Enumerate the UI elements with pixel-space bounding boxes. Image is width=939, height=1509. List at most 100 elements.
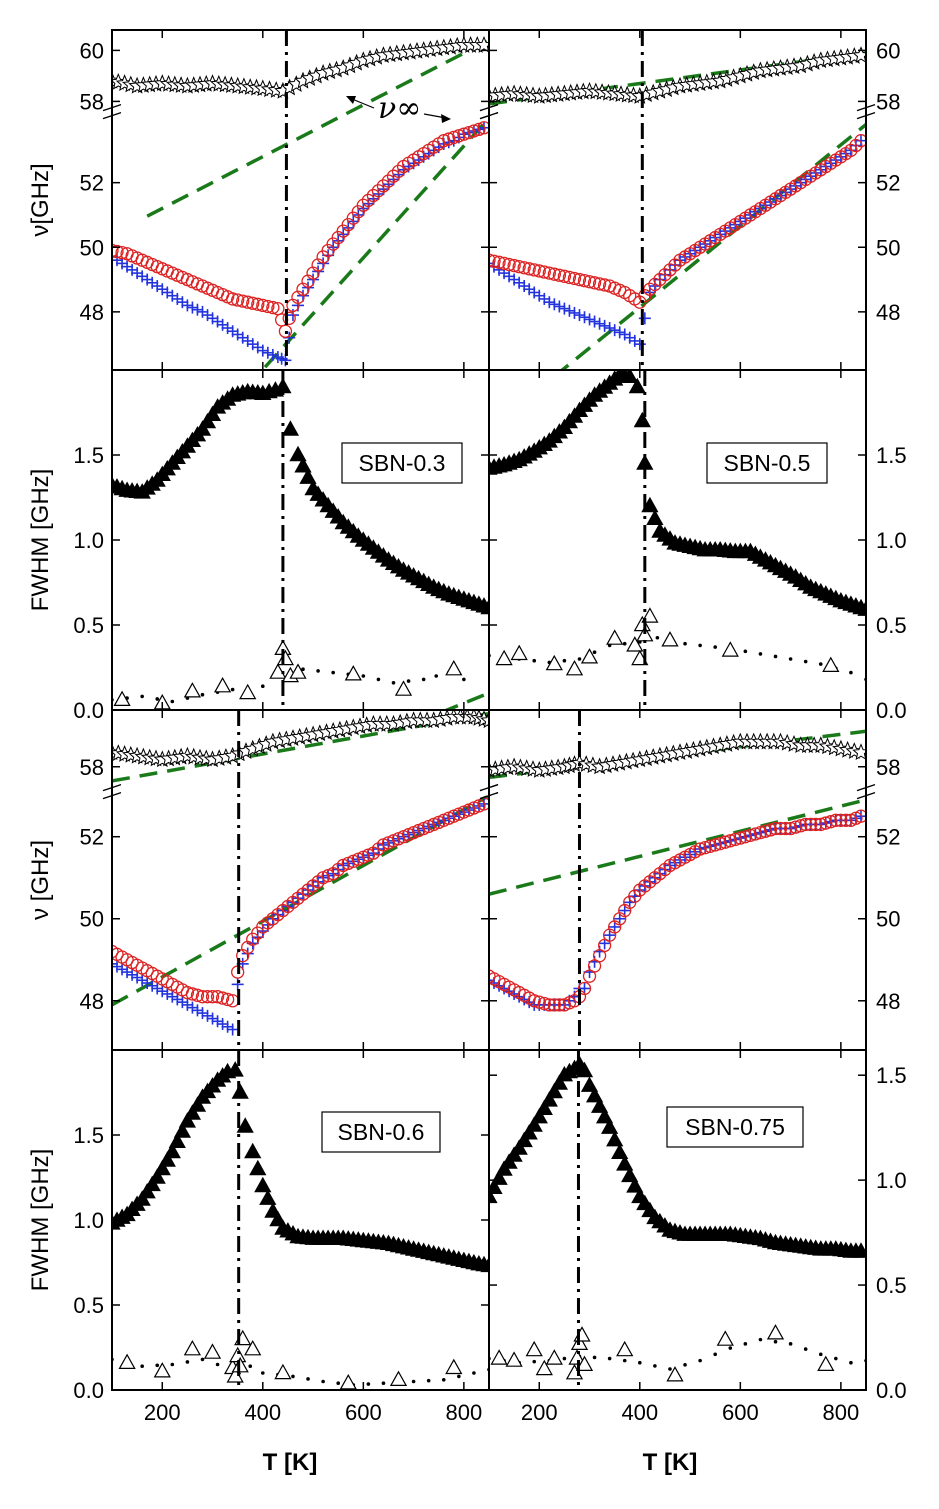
dot-point: [698, 1358, 702, 1363]
dot-point: [743, 649, 748, 654]
filled-triangle: [236, 1117, 254, 1133]
open-triangle: [183, 1339, 202, 1356]
ytick-label-fwhm-sbn075: 0.5: [876, 1273, 907, 1298]
circle-point: [723, 834, 737, 848]
filled-triangle: [535, 1099, 553, 1116]
circle-point: [592, 277, 607, 291]
open-triangle: [289, 663, 307, 679]
cross-point: [181, 299, 194, 312]
filled-triangle: [480, 598, 489, 615]
cross-point: [186, 301, 199, 314]
filled-triangle: [646, 509, 664, 526]
circle-point: [728, 832, 742, 847]
circle-point: [246, 296, 260, 310]
filled-triangle: [254, 1176, 272, 1193]
dot-point: [321, 1379, 325, 1384]
ytick-label-fwhm-sbn06: 0.5: [73, 1293, 104, 1318]
ytick-label-nu-sbn06: 48: [80, 989, 104, 1014]
dot-point: [773, 1339, 778, 1344]
dot-point: [532, 658, 537, 663]
circle-point: [839, 813, 853, 827]
circle-point: [391, 164, 406, 179]
filled-triangle: [183, 1104, 202, 1120]
filled-triangle: [480, 1256, 489, 1273]
circle-point: [768, 821, 783, 836]
cross-point: [166, 289, 179, 302]
cross-point: [573, 309, 586, 322]
circle-point: [386, 169, 401, 183]
circle-point: [462, 125, 476, 140]
cross-point: [151, 280, 164, 293]
cross-point: [112, 957, 118, 970]
svg-text:SBN-0.6: SBN-0.6: [338, 1119, 425, 1145]
filled-triangle: [530, 1107, 548, 1124]
cross-point: [588, 315, 601, 328]
dot-point: [788, 1342, 793, 1346]
ytick-label-fwhm-sbn075: 0.0: [876, 1378, 907, 1403]
open-triangle: [545, 654, 563, 671]
filled-triangle: [585, 1086, 604, 1103]
open-triangle: [721, 641, 739, 657]
svg-text:SBN-0.5: SBN-0.5: [724, 450, 811, 476]
cross-point: [563, 304, 576, 317]
cross-point: [201, 1009, 214, 1022]
open-triangle: [565, 659, 584, 676]
dot-point: [291, 1374, 295, 1379]
circle-point: [210, 990, 225, 1004]
circle-point: [225, 292, 240, 306]
ylabel-fwhm-top: FWHM [GHz]: [27, 469, 54, 612]
circle-point: [231, 293, 245, 307]
cross-point: [116, 963, 129, 976]
circle-point: [572, 272, 587, 287]
filled-triangle: [626, 1177, 644, 1193]
open-triangle: [817, 1355, 835, 1372]
dot-point: [391, 681, 396, 685]
cross-point: [156, 985, 169, 998]
xtick-label: 200: [521, 1400, 558, 1425]
dot-point: [562, 658, 567, 663]
cross-point: [191, 303, 204, 316]
dot-point: [248, 1364, 253, 1368]
cross-point: [171, 292, 184, 305]
cross-point: [538, 292, 551, 305]
open-triangle: [716, 1330, 734, 1346]
circle-point: [814, 817, 828, 832]
circle-point: [381, 174, 396, 188]
filled-triangle: [600, 1118, 619, 1134]
ytick-label-nu-sbn06: 52: [80, 825, 104, 850]
ytick-label-fwhm-sbn06: 1.0: [73, 1208, 104, 1233]
cross-point: [849, 139, 862, 152]
cross-point: [608, 324, 621, 337]
circle-point: [356, 198, 370, 212]
circle-point: [537, 265, 551, 279]
circle-point: [236, 294, 250, 308]
circle-point: [597, 278, 612, 292]
circle-point: [180, 985, 195, 1000]
open-triangle: [445, 1358, 463, 1375]
star-point: [852, 743, 866, 761]
circle-point: [477, 121, 489, 135]
circle-point: [708, 838, 722, 852]
open-triangle: [394, 680, 413, 696]
dot-point: [140, 694, 144, 699]
ytick-label-fwhm-sbn05: 0.0: [876, 698, 907, 723]
filled-triangle: [515, 1131, 533, 1148]
annotation-nu-infinity: ν∞: [346, 91, 451, 126]
circle-point: [205, 990, 220, 1004]
dot-point: [170, 699, 175, 704]
circle-point: [648, 277, 662, 292]
circle-point: [112, 243, 119, 258]
circle-point: [542, 266, 556, 280]
cross-point: [533, 289, 546, 302]
open-triangle: [213, 676, 232, 693]
circle-point: [241, 295, 255, 309]
circle-point: [773, 821, 788, 836]
cross-point: [186, 1001, 199, 1014]
filled-triangle: [188, 1096, 207, 1112]
open-triangle: [580, 648, 599, 664]
cross-point: [653, 273, 666, 286]
cross-point: [241, 334, 254, 347]
circle-point: [854, 809, 866, 823]
circle-point: [532, 264, 546, 278]
